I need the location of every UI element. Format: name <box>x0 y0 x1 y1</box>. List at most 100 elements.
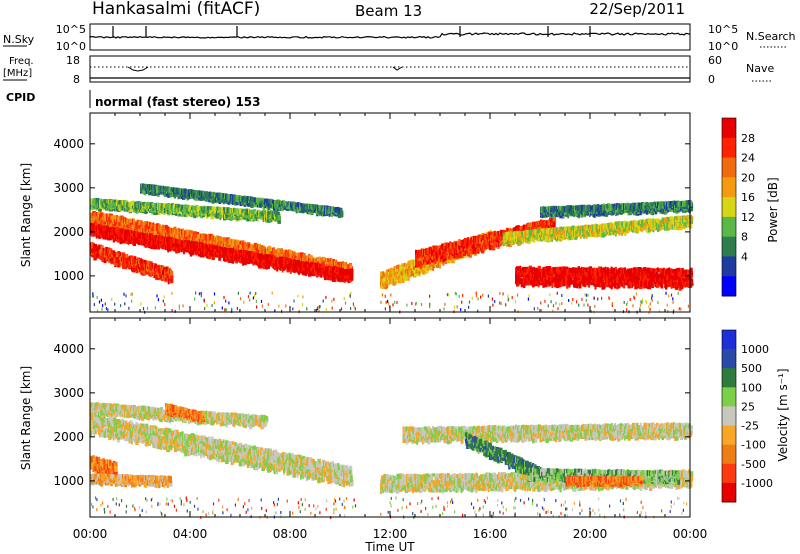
power-cell <box>194 205 197 211</box>
power-cell <box>143 270 146 276</box>
power-cell <box>198 206 201 212</box>
power-cell <box>163 186 167 191</box>
power-cell <box>346 269 349 275</box>
power-cell <box>137 219 140 227</box>
power-cell <box>192 248 194 254</box>
power-cell <box>204 237 207 245</box>
power-cell <box>313 260 316 265</box>
power-cell <box>242 249 244 256</box>
power-cell <box>244 211 247 216</box>
power-cell <box>130 222 133 229</box>
power-cell <box>175 239 177 246</box>
power-cell <box>266 263 268 270</box>
power-cell <box>306 255 309 262</box>
power-cell <box>180 204 183 212</box>
power-cell <box>146 260 148 265</box>
power-cell <box>91 218 94 223</box>
power-cell <box>169 231 172 238</box>
power-cell <box>191 230 193 234</box>
power-cell <box>123 262 126 266</box>
power-cell <box>183 247 185 254</box>
power-cell <box>229 238 232 243</box>
power-cell <box>170 269 173 275</box>
power-cell <box>301 264 304 271</box>
power-cell <box>123 253 125 258</box>
power-cell <box>291 250 293 254</box>
power-cell <box>152 236 155 242</box>
power-cell <box>100 224 102 229</box>
power-cell <box>182 204 184 210</box>
power-cell <box>247 243 251 249</box>
power-cell <box>317 263 320 269</box>
power-cell <box>289 267 292 274</box>
power-cell <box>258 243 261 250</box>
power-cell <box>257 215 259 222</box>
power-cell <box>125 254 129 258</box>
power-cell <box>94 224 97 231</box>
power-cell <box>128 255 131 260</box>
power-cell <box>157 185 160 191</box>
power-cell <box>162 186 165 190</box>
power-cell <box>90 198 92 205</box>
power-cell <box>292 251 294 257</box>
power-cell <box>102 220 105 226</box>
power-cell <box>218 252 221 258</box>
power-cell <box>137 232 140 237</box>
power-cell <box>232 208 235 213</box>
power-cell <box>97 231 100 239</box>
power-cell <box>176 205 179 213</box>
power-cell <box>235 210 238 216</box>
power-cell <box>222 255 225 262</box>
power-cell <box>220 236 223 242</box>
power-cell <box>185 241 188 247</box>
power-cell <box>258 253 260 259</box>
cpid-label: CPID <box>6 91 35 104</box>
power-cell <box>249 255 251 263</box>
power-cell <box>203 238 206 245</box>
power-cell <box>166 269 169 274</box>
power-cell <box>234 208 238 213</box>
power-cell <box>281 266 284 273</box>
nsky-tick-top: 10^5 <box>56 23 86 36</box>
power-cell <box>237 213 240 220</box>
power-cell <box>200 206 202 213</box>
power-cell <box>303 261 306 269</box>
power-cell <box>191 207 194 214</box>
power-cell <box>123 205 125 210</box>
power-cell <box>104 222 107 226</box>
power-cell <box>128 260 131 265</box>
power-cell <box>125 200 127 205</box>
power-cell <box>154 204 157 211</box>
power-cell <box>158 235 161 240</box>
power-cell <box>268 249 270 257</box>
power-cell <box>141 265 144 272</box>
power-cell <box>232 214 235 220</box>
power-cell <box>336 261 339 269</box>
power-cell <box>192 205 195 210</box>
power-cell <box>141 263 144 267</box>
nave-dip-2 <box>392 66 403 71</box>
power-cell <box>277 258 280 264</box>
power-cell <box>231 256 234 264</box>
power-cell <box>338 275 341 283</box>
power-cell <box>152 222 155 227</box>
power-cell <box>336 267 339 272</box>
power-cell <box>131 259 134 266</box>
freq-tick-bottom: 8 <box>73 73 80 86</box>
power-cell <box>154 228 157 234</box>
power-cell <box>168 269 171 274</box>
power-cell <box>106 253 108 257</box>
power-cell <box>347 264 350 269</box>
power-cell <box>115 220 117 227</box>
nsearch-tick-bottom: 10^0 <box>708 40 738 53</box>
power-cell <box>224 247 226 252</box>
power-cell <box>106 247 108 254</box>
power-cell <box>167 278 170 285</box>
power-cell <box>217 246 219 254</box>
power-cell <box>255 211 258 218</box>
power-cell <box>104 232 107 237</box>
power-cell <box>120 236 123 241</box>
power-cell <box>277 212 280 219</box>
